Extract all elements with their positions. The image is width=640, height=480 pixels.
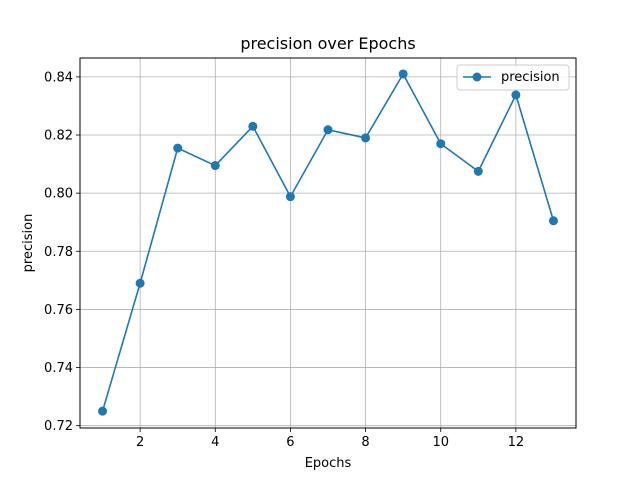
- series-layer: [98, 69, 558, 416]
- x-tick-label: 6: [286, 435, 294, 450]
- y-tick-label: 0.80: [44, 187, 73, 202]
- data-point: [473, 166, 483, 176]
- y-tick-label: 0.82: [44, 129, 73, 144]
- data-point: [135, 278, 145, 288]
- legend-box: [456, 64, 570, 91]
- x-axis-title: Epochs: [305, 456, 352, 471]
- y-tick-label: 0.76: [44, 303, 73, 318]
- plot-frame: [79, 57, 577, 429]
- y-tick-label: 0.72: [44, 419, 73, 434]
- data-point: [285, 192, 295, 202]
- data-point: [548, 216, 558, 226]
- x-tick-label: 10: [432, 435, 449, 450]
- legend-label: precision: [501, 70, 560, 85]
- data-point: [398, 69, 408, 79]
- legend-marker-swatch: [472, 72, 482, 82]
- data-point: [210, 161, 220, 171]
- data-point: [511, 90, 521, 100]
- axis-ticks: 2 4 6 8 10 12 0.72 0.74 0.76 0.78 0.80 0.82 0.84: [44, 70, 524, 450]
- chart-title: precision over Epochs: [240, 34, 415, 53]
- data-point: [436, 139, 446, 149]
- data-point: [323, 125, 333, 135]
- x-tick-label: 8: [361, 435, 369, 450]
- y-tick-label: 0.74: [44, 361, 73, 376]
- data-point: [361, 133, 371, 143]
- grid: [80, 58, 576, 428]
- data-point: [173, 143, 183, 153]
- legend: precision: [456, 64, 570, 91]
- x-tick-label: 4: [211, 435, 219, 450]
- y-axis-title: precision: [21, 214, 36, 273]
- y-tick-label: 0.84: [44, 70, 73, 85]
- data-point: [98, 406, 108, 416]
- x-tick-label: 12: [508, 435, 525, 450]
- data-point: [248, 121, 258, 131]
- x-tick-label: 2: [136, 435, 144, 450]
- y-tick-label: 0.78: [44, 245, 73, 260]
